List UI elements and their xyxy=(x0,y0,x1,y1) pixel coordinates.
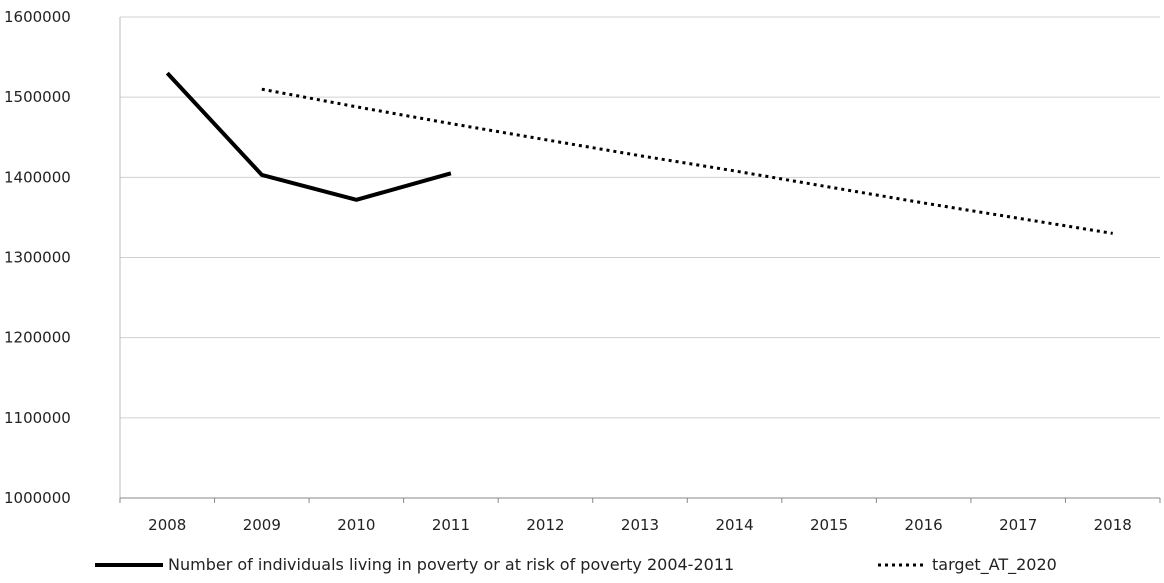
y-tick-label: 1600000 xyxy=(4,8,71,26)
x-tick-label: 2016 xyxy=(905,516,943,534)
x-tick-label: 2018 xyxy=(1094,516,1132,534)
x-axis: 2008 2009 2010 2011 2012 2013 2014 2015 2016 2017… xyxy=(119,498,1161,534)
y-tick-label: 1300000 xyxy=(4,249,71,267)
y-tick-label: 1400000 xyxy=(4,168,71,186)
legend: Number of individuals living in poverty … xyxy=(95,555,1057,575)
y-tick-label: 1100000 xyxy=(4,409,71,427)
y-tick-label: 1200000 xyxy=(4,329,71,347)
legend-label-1: target_AT_2020 xyxy=(932,555,1057,575)
x-tick-label: 2017 xyxy=(999,516,1037,534)
series-line-0 xyxy=(165,71,452,202)
x-tick-label: 2009 xyxy=(243,516,281,534)
y-axis: 1000000 1100000 1200000 1300000 1400000 15000… xyxy=(4,8,71,507)
x-tick-label: 2013 xyxy=(621,516,659,534)
series-line-1 xyxy=(261,87,1113,235)
x-tick-label: 2014 xyxy=(715,516,753,534)
x-tick-label: 2015 xyxy=(810,516,848,534)
gridlines xyxy=(119,16,1160,499)
x-tick-label: 2010 xyxy=(337,516,375,534)
series-lines xyxy=(165,71,1113,235)
y-tick-label: 1000000 xyxy=(4,489,71,507)
legend-label-0: Number of individuals living in poverty … xyxy=(168,555,734,574)
x-tick-label: 2008 xyxy=(148,516,186,534)
x-tick-label: 2012 xyxy=(526,516,564,534)
y-tick-label: 1500000 xyxy=(4,88,71,106)
x-tick-label: 2011 xyxy=(432,516,470,534)
